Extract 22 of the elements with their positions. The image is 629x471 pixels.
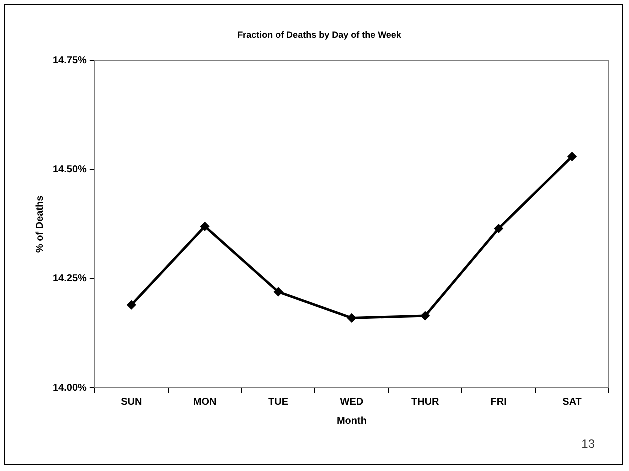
x-tick-label: TUE [268, 396, 289, 408]
point [274, 288, 283, 296]
x-tick-label: FRI [490, 396, 508, 408]
x-tick-label: SAT [562, 396, 582, 408]
x-tick-label: MON [193, 396, 217, 408]
point [494, 224, 504, 234]
y-tick-label: 14.75% [52, 56, 88, 67]
text: 13 [582, 437, 595, 451]
y-axis-title: % of Deaths [34, 195, 46, 254]
y-tick-label: 14.50% [52, 164, 88, 176]
y-tick-label: 14.00% [52, 382, 88, 394]
point [200, 222, 210, 231]
x-axis-title: Month [336, 416, 367, 427]
point [348, 314, 356, 322]
chart-title: Fraction of Deaths by Day of the Week [238, 30, 402, 40]
point [421, 312, 430, 320]
x-tick-label: THUR [412, 396, 440, 408]
x-tick-label: WED [340, 396, 364, 408]
point [568, 152, 577, 162]
x-tick-label: SUN [121, 396, 142, 408]
point [127, 300, 136, 310]
y-tick-label: 14.25% [52, 274, 88, 285]
